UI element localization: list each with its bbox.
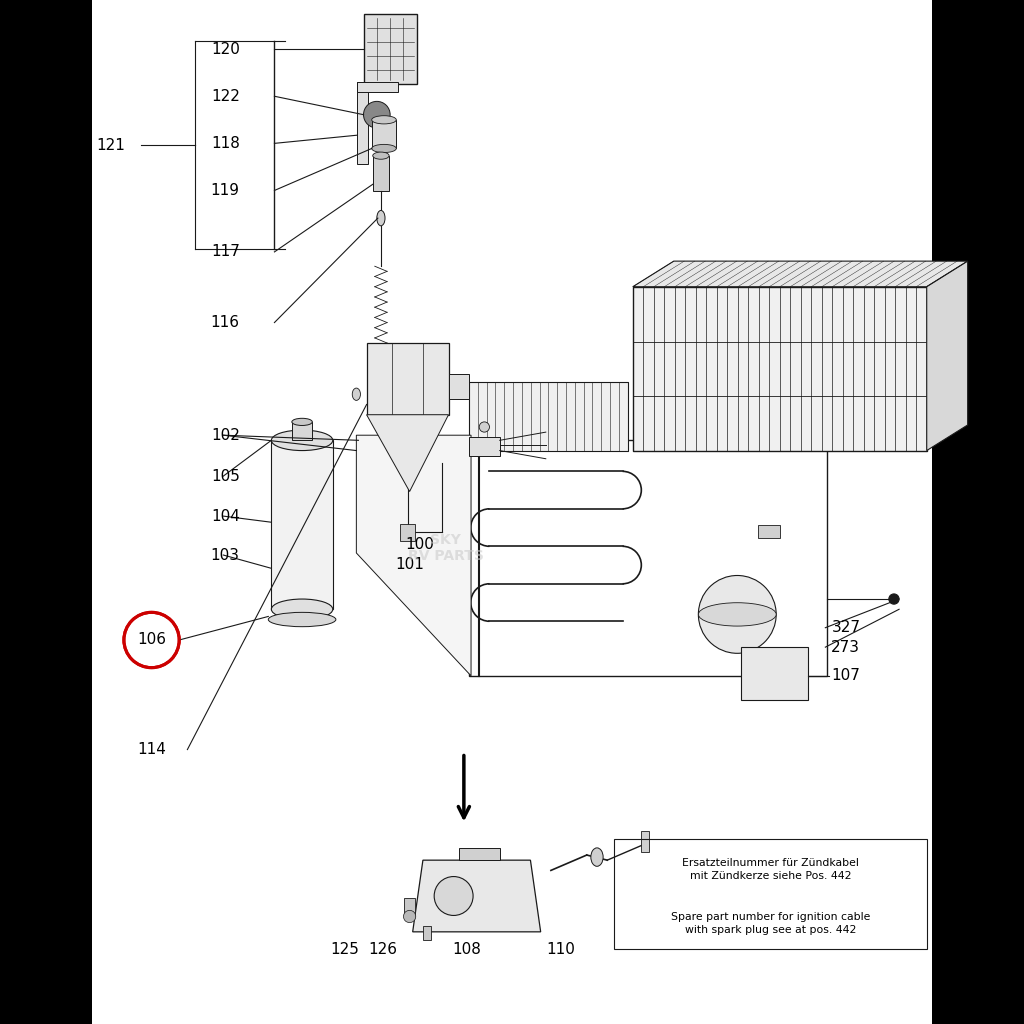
Bar [633,287,927,451]
Bar [372,120,396,148]
Bar [758,525,780,538]
Text: 110: 110 [547,942,575,956]
Polygon shape [357,82,368,164]
Text: 114: 114 [137,742,166,757]
Text: 104: 104 [211,509,240,523]
Text: Ersatzteilnummer für Zündkabel
mit Zündkerze siehe Pos. 442: Ersatzteilnummer für Zündkabel mit Zündk… [682,858,859,881]
Text: 100: 100 [406,538,434,552]
Text: 107: 107 [831,669,860,683]
Text: 102: 102 [211,428,240,442]
Ellipse shape [372,116,396,124]
Polygon shape [413,860,541,932]
Bar [404,898,415,916]
Circle shape [403,910,416,923]
Polygon shape [367,415,449,492]
Text: 125: 125 [331,942,359,956]
Ellipse shape [271,599,333,620]
Polygon shape [357,82,398,92]
Text: 126: 126 [369,942,397,956]
Ellipse shape [591,848,603,866]
Ellipse shape [698,603,776,626]
Bar [469,437,500,456]
Bar [0,0,92,1024]
Polygon shape [927,261,968,451]
Bar [459,848,500,860]
Text: 116: 116 [211,315,240,330]
Text: Spare part number for ignition cable
with spark plug see at pos. 442: Spare part number for ignition cable wit… [671,912,870,935]
Text: 105: 105 [211,469,240,483]
Text: 103: 103 [211,548,240,562]
Bar [400,524,415,541]
Text: 273: 273 [831,640,860,654]
Text: 122: 122 [211,89,240,103]
Circle shape [364,101,390,128]
Text: 119: 119 [211,183,240,198]
Bar [364,14,417,84]
Ellipse shape [377,397,385,408]
Bar [423,926,431,940]
Text: 327: 327 [831,621,860,635]
Text: 101: 101 [395,557,424,571]
Bar [614,839,927,949]
Text: 118: 118 [211,136,240,151]
Circle shape [889,594,899,604]
Bar [932,0,1024,1024]
Polygon shape [356,435,471,676]
Bar [449,374,469,399]
Ellipse shape [377,211,385,225]
Bar [292,422,312,440]
Text: 121: 121 [96,138,125,153]
Ellipse shape [373,153,389,159]
Text: 106: 106 [137,633,166,647]
Bar [367,343,449,415]
Text: 120: 120 [211,42,240,56]
Ellipse shape [372,144,396,153]
Ellipse shape [292,419,312,426]
Ellipse shape [268,612,336,627]
Text: 117: 117 [211,245,240,259]
Ellipse shape [434,877,473,915]
Bar [271,440,333,609]
Bar [373,156,389,191]
Bar [469,440,827,676]
Bar [741,647,808,700]
Polygon shape [633,261,968,287]
Ellipse shape [352,388,360,400]
Text: SKY
RV PARTS: SKY RV PARTS [408,532,483,563]
Bar [469,382,628,451]
Circle shape [698,575,776,653]
Circle shape [479,422,489,432]
Bar [641,831,649,852]
Text: 108: 108 [453,942,481,956]
Ellipse shape [271,430,333,451]
